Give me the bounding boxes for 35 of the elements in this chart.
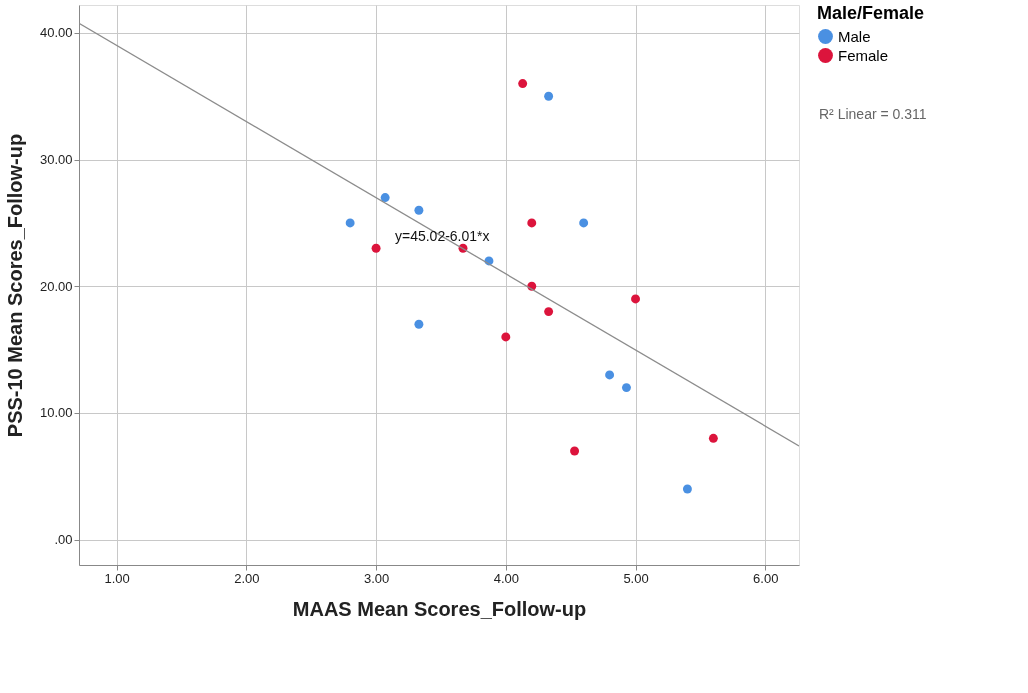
point xyxy=(682,484,692,494)
point xyxy=(544,307,554,317)
point xyxy=(631,294,641,304)
point xyxy=(518,79,528,89)
point xyxy=(544,91,554,101)
point xyxy=(414,205,424,215)
point xyxy=(414,319,424,329)
legend-title: Male/Female xyxy=(817,3,925,23)
y-axis-title: PSS-10 Mean Scores_Follow-up xyxy=(3,133,26,438)
point xyxy=(708,433,718,443)
legend-label: Male xyxy=(838,27,871,45)
point xyxy=(371,243,381,253)
y-tick-label: 40.00 xyxy=(39,25,73,41)
y-tick-label: .00 xyxy=(54,532,73,548)
x-tick-label: 1.00 xyxy=(104,570,130,586)
point xyxy=(501,332,511,342)
y-tick-label: 30.00 xyxy=(39,152,73,168)
x-axis-title: MAAS Mean Scores_Follow-up xyxy=(292,597,587,620)
point xyxy=(527,218,537,228)
annotation: y=45.02-6.01*x xyxy=(394,227,490,244)
point xyxy=(621,383,631,393)
x-tick-label: 2.00 xyxy=(234,570,260,586)
text: R² Linear = 0.311 xyxy=(819,106,927,122)
y-tick-label: 10.00 xyxy=(39,405,73,421)
y-tick-label: 20.00 xyxy=(39,278,73,294)
point xyxy=(345,218,355,228)
point xyxy=(579,218,589,228)
x-tick-label: 6.00 xyxy=(753,570,779,586)
x-tick-label: 5.00 xyxy=(623,570,649,586)
legend-label: Female xyxy=(838,46,889,64)
x-tick-label: 4.00 xyxy=(493,570,519,586)
point xyxy=(380,193,390,203)
x-tick-label: 3.00 xyxy=(363,570,390,586)
point xyxy=(570,446,580,456)
point xyxy=(605,370,615,380)
